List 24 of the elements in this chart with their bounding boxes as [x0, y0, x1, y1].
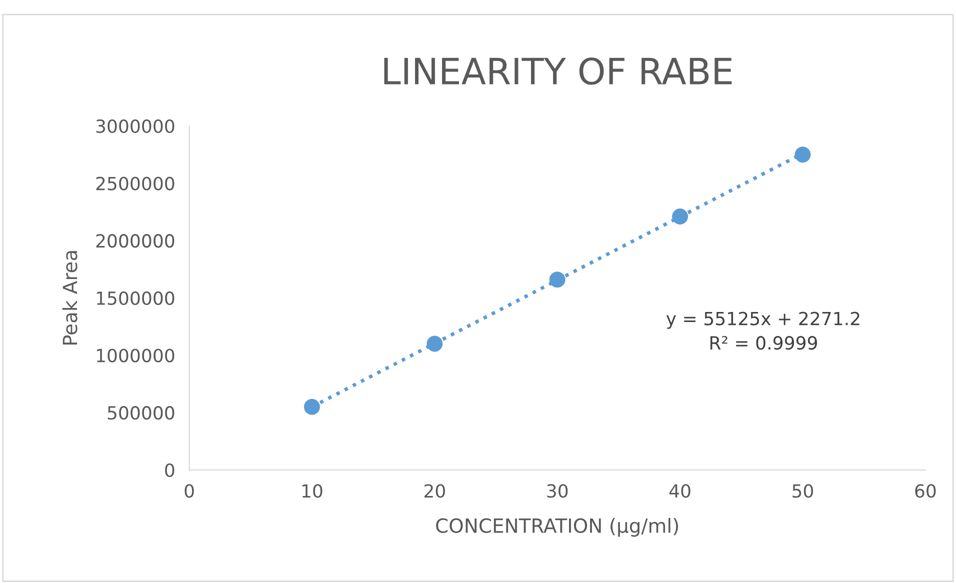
- point: [304, 398, 320, 415]
- y-tick-label: 2500000: [96, 176, 174, 190]
- point: [672, 208, 688, 224]
- annotation: y = 55125x + 2271.2: [666, 312, 860, 329]
- x-tick-label: 40: [669, 484, 690, 498]
- x-tick-label: 0: [184, 484, 194, 498]
- x-tick-label: 60: [915, 484, 936, 498]
- x-tick-label: 30: [547, 484, 568, 498]
- x-tick-label: 20: [424, 484, 445, 498]
- y-tick-label: 0: [165, 463, 174, 478]
- x-axis-title: CONCENTRATION (µg/ml): [436, 518, 678, 537]
- y-axis-title: Peak Area: [62, 251, 78, 345]
- point: [794, 146, 811, 163]
- point: [426, 336, 443, 352]
- annotation: R² = 0.9999: [710, 336, 817, 350]
- y-tick-label: 1500000: [96, 291, 174, 306]
- point: [549, 272, 566, 288]
- y-tick-label: 500000: [108, 406, 174, 420]
- y-tick-label: 3000000: [96, 119, 174, 134]
- y-tick-label: 2000000: [96, 234, 174, 248]
- x-tick-label: 10: [302, 484, 322, 498]
- chart-title: LINEARITY OF RABE: [384, 57, 732, 85]
- x-tick-label: 50: [792, 484, 814, 498]
- y-tick-label: 1000000: [96, 348, 174, 362]
